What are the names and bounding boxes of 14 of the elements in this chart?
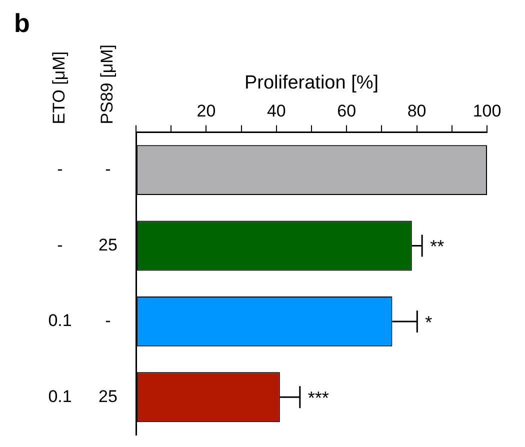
annotation: *** xyxy=(308,388,329,408)
annotation: ** xyxy=(430,236,444,257)
category-label: 25 - xyxy=(57,235,118,254)
text: PS89 [μM] ETO [μM] xyxy=(50,44,117,124)
x-tick-label: 80 xyxy=(407,102,426,121)
x-tick-label: 100 xyxy=(472,102,502,121)
text: b xyxy=(14,8,30,38)
category-label: - 0.1 xyxy=(48,311,111,330)
x-tick-label: 40 xyxy=(266,102,286,121)
category-label: - - xyxy=(57,160,111,179)
x-axis-title: Proliferation [%] xyxy=(244,72,379,94)
x-tick-label: 20 xyxy=(196,102,216,121)
x-tick-label: 60 xyxy=(337,102,356,121)
annotation: * xyxy=(425,312,432,332)
